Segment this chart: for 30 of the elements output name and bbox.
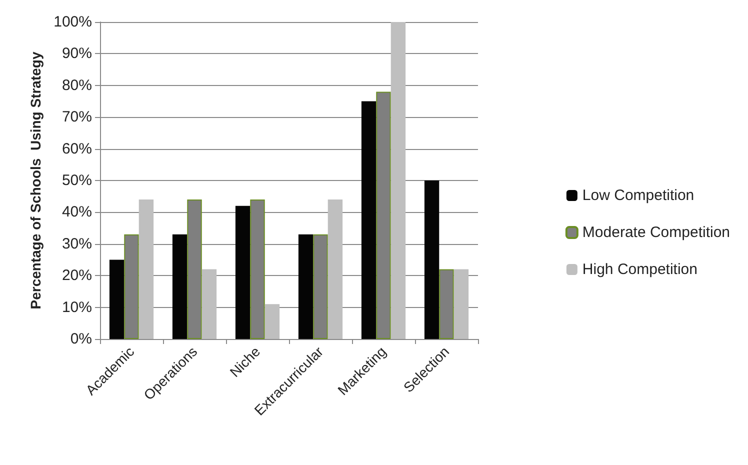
bar [313,234,328,339]
y-tick-label: 50% [62,172,92,189]
y-tick-label: 60% [62,140,92,158]
y-tick-label: 30% [62,235,92,252]
bar [454,269,469,339]
y-tick-label: 10% [62,298,92,316]
y-tick-label: 80% [62,76,92,94]
y-axis-title: Percentage of Schools Using Strategy [28,52,44,310]
y-tick-label: 40% [62,204,92,221]
bar [202,269,217,339]
y-tick-label: 70% [62,108,92,126]
bar [264,304,280,339]
legend-label: Low Competition [582,187,694,204]
y-tick-label: 20% [62,267,92,284]
bar [235,206,250,339]
y-tick-label: 100% [54,14,92,30]
bar [109,260,124,339]
legend-label: Moderate Competition [582,224,730,241]
legend-label: High Competition [582,261,698,278]
bar [390,22,406,339]
bar [424,180,440,339]
bar [376,92,391,339]
bar [138,200,154,339]
bar [298,234,314,339]
bar [361,101,376,339]
y-tick-label: 0% [70,330,92,348]
y-tick-label: 90% [62,45,92,62]
bar [439,269,454,339]
bar [328,200,343,339]
bar [172,234,188,339]
